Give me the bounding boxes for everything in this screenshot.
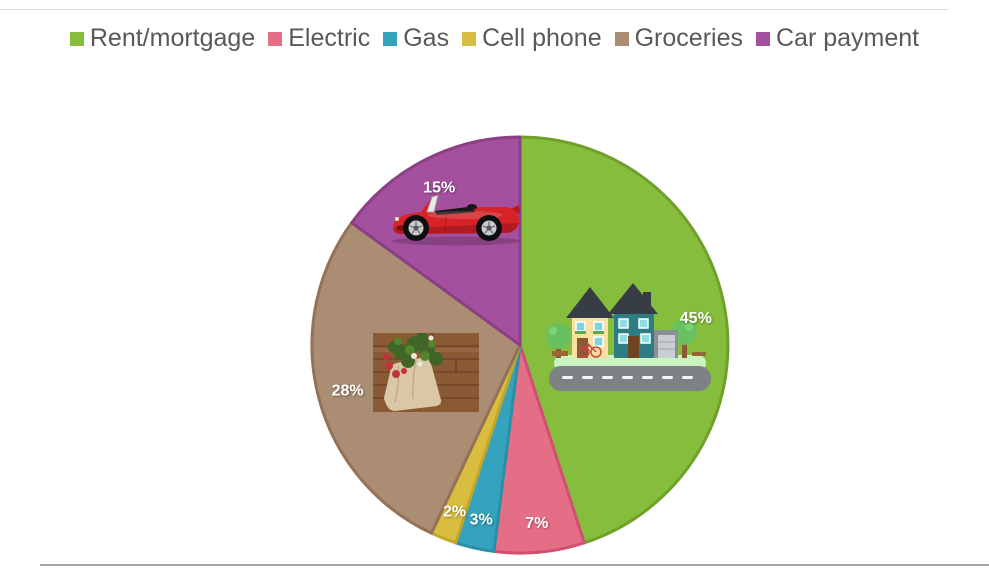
legend-swatch-icon [614, 32, 629, 46]
pie-slice-car-payment[interactable] [350, 135, 522, 347]
legend-label: Rent/mortgage [89, 24, 256, 52]
house-right [608, 283, 658, 358]
legend-item-rent-mortgage[interactable]: Rent/mortgage [69, 23, 256, 53]
tree-left-icon [545, 323, 571, 358]
chart-legend: Rent/mortgage Electric Gas Cell phone Gr… [0, 23, 989, 53]
legend-label: Cell phone [482, 24, 602, 52]
legend-item-electric[interactable]: Electric [268, 23, 370, 53]
legend-swatch-icon [69, 32, 84, 46]
top-divider-line [0, 9, 948, 10]
pie-slice-label: 15% [423, 179, 455, 196]
cockpit [435, 207, 476, 215]
pie-slice-label: 45% [680, 310, 712, 327]
legend-swatch-icon [268, 32, 283, 46]
road [549, 366, 711, 391]
legend-item-car-payment[interactable]: Car payment [755, 23, 920, 53]
pie-slice-label: 7% [525, 515, 548, 532]
bottom-divider-line [40, 564, 989, 566]
legend-item-gas[interactable]: Gas [383, 23, 449, 53]
houses-illustration[interactable] [545, 283, 711, 391]
garage [654, 330, 678, 358]
house-left [566, 287, 614, 358]
legend-label: Car payment [775, 24, 920, 52]
headrest [467, 204, 477, 210]
bicycle-icon [578, 342, 602, 358]
pie-slice-label: 28% [332, 382, 364, 399]
legend-item-groceries[interactable]: Groceries [614, 23, 743, 53]
windshield [426, 194, 439, 213]
legend-label: Gas [403, 24, 450, 52]
pie-slice-label: 2% [443, 504, 466, 521]
rear-wheel-icon [476, 215, 502, 241]
groceries-photo[interactable] [373, 332, 479, 412]
pie-slice-label: 3% [470, 512, 493, 529]
front-wheel-icon [403, 215, 429, 241]
door-seam [443, 212, 448, 233]
pie-labels-group: 45% 7% 3%2% 28% 15% [332, 179, 712, 532]
legend-label: Groceries [634, 24, 743, 52]
legend-label: Electric [288, 24, 371, 52]
bench-left [552, 351, 568, 356]
legend-swatch-icon [383, 32, 398, 46]
bench-right [692, 352, 706, 356]
car-illustration[interactable] [392, 193, 520, 246]
legend-swatch-icon [755, 32, 770, 46]
tomatoes [382, 353, 407, 378]
headlight [395, 217, 399, 221]
vegetable-greens [388, 333, 443, 368]
legend-swatch-icon [462, 32, 477, 46]
legend-item-cell-phone[interactable]: Cell phone [462, 23, 602, 53]
bag-folds [394, 359, 417, 403]
garlic-mushrooms [411, 335, 434, 367]
